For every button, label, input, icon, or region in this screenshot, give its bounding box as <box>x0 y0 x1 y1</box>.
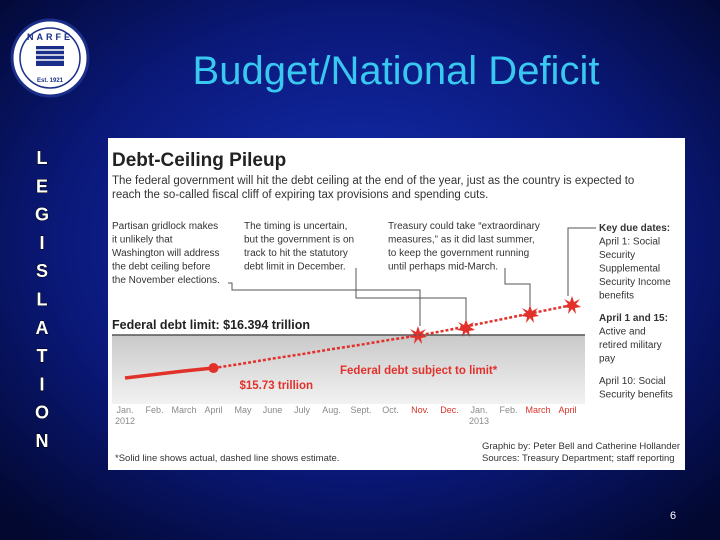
x-tick-label: May <box>234 405 252 415</box>
chart-title: Debt-Ceiling Pileup <box>112 150 286 171</box>
x-tick-label: Feb. <box>145 405 163 415</box>
series-label: Federal debt subject to limit* <box>340 365 498 377</box>
leader-lines <box>228 227 596 326</box>
x-tick-label: April <box>204 405 222 415</box>
key-date: Security <box>599 250 635 261</box>
chart: Debt-Ceiling Pileup The federal governmen… <box>112 150 680 464</box>
side-letter: N <box>36 431 49 451</box>
key-date: April 1: Social <box>599 237 660 248</box>
x-tick-label: March <box>171 405 196 415</box>
credit: Sources: Treasury Department; staff repo… <box>482 453 675 464</box>
chart-subtitle: The federal government will hit the debt… <box>112 175 634 187</box>
side-letter: I <box>39 233 44 253</box>
annotation: track to hit the statutory <box>244 248 348 259</box>
x-tick-label: Feb. <box>499 405 517 415</box>
side-letter: S <box>36 261 48 281</box>
point <box>208 363 219 374</box>
side-letter: E <box>36 176 48 196</box>
key-date: Key due dates: <box>599 223 670 234</box>
x-tick-label: Aug. <box>322 405 341 415</box>
key-date: Active and <box>599 327 646 338</box>
annotation: the debt ceiling before <box>112 262 211 273</box>
actual-line <box>124 366 214 380</box>
annotation: it unlikely that <box>112 235 173 246</box>
key-date: retired military <box>599 340 662 351</box>
annotation: to keep the government running <box>388 248 529 259</box>
annotation: measures,” as it did last summer, <box>388 235 535 246</box>
key-date: Security Income <box>599 277 671 288</box>
side-letter: A <box>36 318 49 338</box>
reference-label: Federal debt limit: $16.394 trillion <box>112 318 310 332</box>
x-tick-label: March <box>525 405 550 415</box>
annotation: debt limit in December. <box>244 262 346 273</box>
x-year-label: 2012 <box>115 416 135 426</box>
side-letter: L <box>37 290 48 310</box>
chart-subtitle: reach the so-called fiscal cliff of expi… <box>112 189 488 201</box>
annotation: The timing is uncertain, <box>244 221 347 232</box>
x-tick-label: Nov. <box>411 405 429 415</box>
logo-established: Est. 1921 <box>37 78 64 84</box>
annotation: until perhaps mid-March. <box>388 262 498 273</box>
credit: Graphic by: Peter Bell and Catherine Hol… <box>482 441 680 452</box>
x-tick-label: Dec. <box>440 405 459 415</box>
logo: NARFE Est. 1921 <box>10 18 90 98</box>
side-letter: I <box>39 374 44 394</box>
value-label: $15.73 trillion <box>240 380 314 392</box>
key-date: benefits <box>599 291 634 302</box>
annotation: Partisan gridlock makes <box>112 221 218 232</box>
slide-title: Budget/National Deficit <box>193 49 600 93</box>
key-date: April 10: Social <box>599 376 666 387</box>
x-tick-label: July <box>294 405 311 415</box>
x-tick-label: April <box>558 405 576 415</box>
side-letter: L <box>37 148 48 168</box>
key-date: pay <box>599 354 615 365</box>
side-letter: G <box>35 205 49 225</box>
key-date: April 1 and 15: <box>599 313 668 324</box>
x-tick-label: June <box>263 405 283 415</box>
x-year-label: 2013 <box>469 416 489 426</box>
x-tick-label: Sept. <box>350 405 371 415</box>
annotation: the November elections. <box>112 275 220 286</box>
x-tick-label: Jan. <box>470 405 487 415</box>
annotation: Treasury could take “extraordinary <box>388 221 540 232</box>
footnote: *Solid line shows actual, dashed line sh… <box>115 453 339 464</box>
annotation: but the government is on <box>244 235 354 246</box>
x-tick-label: Jan. <box>116 405 133 415</box>
annotation: Washington will address <box>112 248 219 259</box>
side-letter: T <box>37 346 48 366</box>
side-letter: O <box>35 403 49 423</box>
logo-name: NARFE <box>27 32 73 42</box>
key-date: Security benefits <box>599 390 673 401</box>
chart-panel <box>108 138 685 470</box>
x-tick-label: Oct. <box>382 405 399 415</box>
page-number: 6 <box>670 510 676 522</box>
key-date: Supplemental <box>599 264 660 275</box>
